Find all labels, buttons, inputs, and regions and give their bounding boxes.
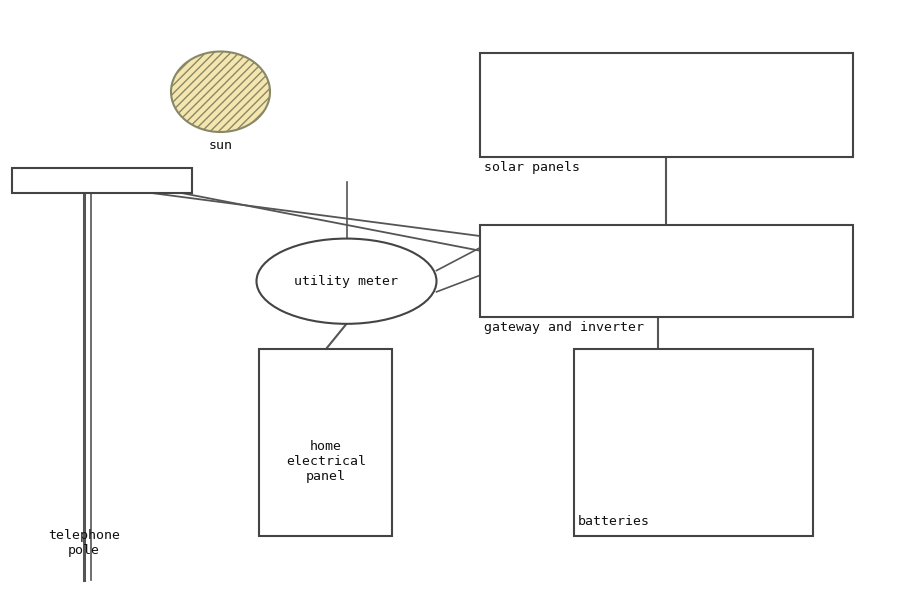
Text: gateway and inverter: gateway and inverter	[484, 321, 644, 334]
FancyBboxPatch shape	[12, 168, 192, 193]
Ellipse shape	[171, 52, 270, 132]
Text: solar panels: solar panels	[484, 161, 580, 174]
FancyBboxPatch shape	[480, 225, 853, 317]
Text: batteries: batteries	[578, 515, 650, 528]
FancyBboxPatch shape	[259, 349, 392, 536]
FancyBboxPatch shape	[574, 349, 813, 536]
FancyBboxPatch shape	[480, 53, 853, 157]
Text: sun: sun	[209, 139, 232, 152]
Text: home
electrical
panel: home electrical panel	[286, 440, 365, 483]
Text: telephone
pole: telephone pole	[48, 529, 120, 558]
Ellipse shape	[256, 239, 436, 324]
Text: utility meter: utility meter	[294, 275, 399, 288]
